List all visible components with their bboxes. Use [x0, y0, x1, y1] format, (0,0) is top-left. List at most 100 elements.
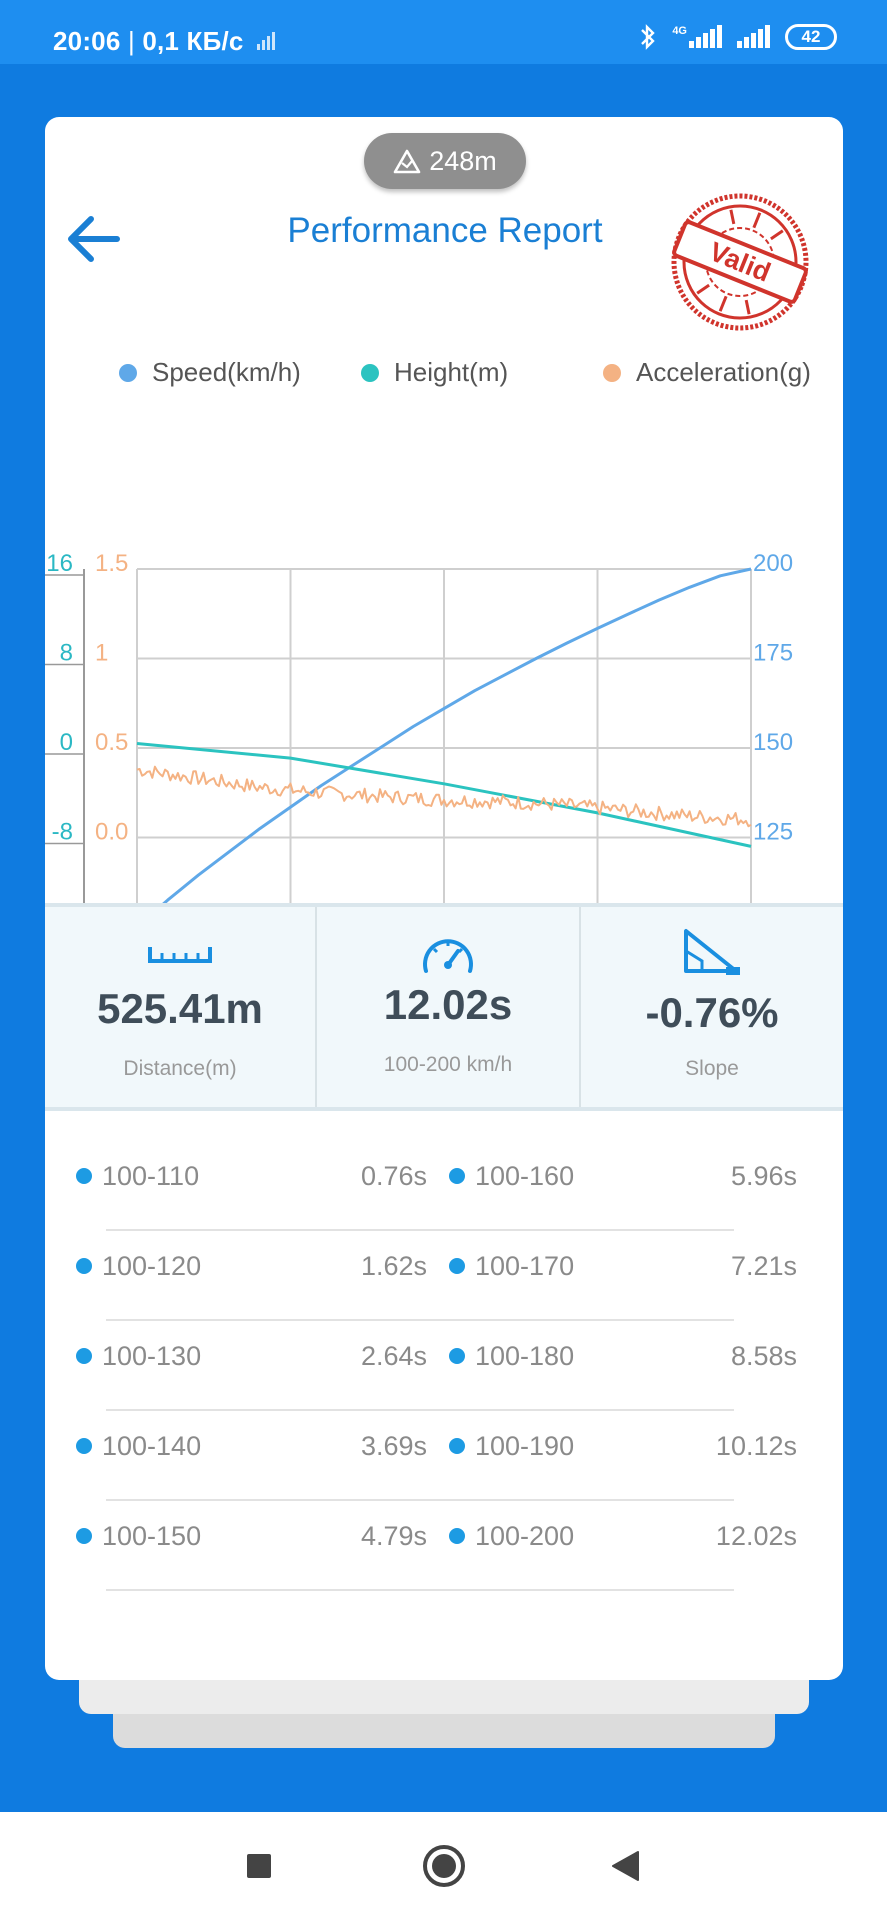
split-range-label: 100-190 [475, 1430, 575, 1461]
arrow-left-icon [68, 216, 120, 262]
altitude-badge: 248m [364, 133, 526, 189]
split-time: 0.76s [360, 1161, 427, 1191]
split-range-label: 100-140 [102, 1430, 202, 1461]
bullet-icon [449, 1258, 465, 1274]
legend-speed-swatch [119, 363, 137, 382]
split-range-label: 100-110 [102, 1160, 200, 1191]
card-stack-shadow-1 [79, 1680, 809, 1714]
bullet-icon [76, 1438, 92, 1454]
altitude-value: 248m [429, 145, 497, 176]
split-range: 100-180 [449, 1326, 574, 1386]
recents-button[interactable] [219, 1812, 299, 1920]
height-tick-label: -8 [52, 819, 73, 846]
valid-stamp: Valid [671, 193, 809, 331]
acceleration-tick-label: 1 [95, 640, 108, 667]
divider [106, 1499, 734, 1501]
divider [106, 1319, 734, 1321]
split-range: 100-120 [76, 1236, 201, 1296]
time-value: 12.02s [383, 981, 513, 1028]
split-time: 8.58s [730, 1341, 797, 1371]
split-range: 100-130 [76, 1326, 201, 1386]
divider [106, 1229, 734, 1231]
speed-tick-label: 175 [753, 640, 793, 667]
bullet-icon [76, 1168, 92, 1184]
split-range: 100-190 [449, 1416, 574, 1476]
split-time: 1.62s [360, 1251, 427, 1281]
performance-report-card: 248m Performance Report Valid Speed(km/h… [45, 117, 843, 1680]
slope-value: -0.76% [645, 989, 779, 1036]
signal-unknown-icon [256, 32, 275, 50]
status-bar: 20:06 | 0,1 КБ/с 4G 42 [0, 0, 887, 64]
speed-tick-label: 150 [753, 729, 793, 756]
split-row: 100-140 3.69s 100-190 10.12s [45, 1416, 843, 1506]
split-range: 100-160 [449, 1146, 574, 1206]
split-range: 100-170 [449, 1236, 574, 1296]
split-range-label: 100-120 [102, 1250, 202, 1281]
divider [106, 1589, 734, 1591]
home-button[interactable] [404, 1812, 484, 1920]
triangle-back-icon [612, 1851, 639, 1881]
speed-tick-label: 200 [753, 550, 793, 577]
split-range: 100-200 [449, 1506, 574, 1566]
bullet-icon [76, 1258, 92, 1274]
split-range-label: 100-180 [475, 1340, 575, 1371]
network-speed: 0,1 КБ/с [142, 26, 244, 56]
square-icon [247, 1854, 271, 1878]
split-range: 100-140 [76, 1416, 201, 1476]
bullet-icon [449, 1348, 465, 1364]
page-title: Performance Report [287, 211, 603, 250]
split-range-label: 100-160 [475, 1160, 575, 1191]
battery-level: 42 [801, 27, 821, 46]
split-time: 5.96s [730, 1161, 797, 1191]
stats-panel: 525.41m Distance(m) 12.02s 100-200 km/h … [45, 903, 843, 1111]
legend-speed: Speed(km/h) [119, 357, 301, 388]
split-row: 100-150 4.79s 100-200 12.02s [45, 1506, 843, 1596]
speed-tick-label: 125 [753, 819, 793, 846]
distance-label: Distance(m) [123, 1057, 237, 1080]
bullet-icon [76, 1348, 92, 1364]
split-range: 100-150 [76, 1506, 201, 1566]
network-type: 4G [672, 25, 687, 37]
split-range-label: 100-130 [102, 1340, 202, 1371]
status-time: 20:06 | 0,1 КБ/с [53, 26, 277, 57]
stat-time: 12.02s 100-200 km/h [317, 907, 579, 1107]
height-series-line [136, 742, 752, 848]
split-row: 100-130 2.64s 100-180 8.58s [45, 1326, 843, 1416]
legend-acceleration-swatch [603, 363, 621, 382]
legend-height-swatch [361, 363, 379, 382]
split-range: 100-110 [76, 1146, 199, 1206]
height-tick-label: 16 [46, 550, 73, 577]
speed-series-line [136, 567, 752, 929]
legend-height-label: Height(m) [394, 357, 509, 387]
split-range-label: 100-150 [102, 1520, 202, 1551]
bluetooth-icon [641, 24, 656, 50]
cellular-4g-icon: 4G [672, 25, 723, 49]
slope-icon [684, 929, 740, 975]
speedometer-icon [423, 939, 473, 973]
time-label: 100-200 km/h [383, 1053, 513, 1076]
split-times-list: 100-110 0.76s 100-160 5.96s 100-120 1.62… [45, 1146, 843, 1606]
acceleration-series-line [136, 765, 752, 828]
acceleration-tick-label: 0.5 [95, 729, 128, 756]
stat-divider [579, 907, 581, 1107]
bullet-icon [449, 1438, 465, 1454]
slope-label: Slope [685, 1057, 739, 1080]
back-button[interactable] [61, 207, 125, 271]
split-time: 12.02s [715, 1521, 797, 1551]
back-nav-button[interactable] [585, 1812, 665, 1920]
acceleration-tick-label: 1.5 [95, 550, 128, 577]
bullet-icon [449, 1168, 465, 1184]
clock: 20:06 [53, 26, 121, 56]
stat-slope: -0.76% Slope [581, 907, 843, 1107]
split-time: 2.64s [360, 1341, 427, 1371]
cellular-signal-icon [737, 25, 770, 48]
height-tick-label: 8 [60, 640, 73, 667]
legend-speed-label: Speed(km/h) [152, 357, 301, 387]
bullet-icon [76, 1528, 92, 1544]
stat-distance: 525.41m Distance(m) [45, 907, 315, 1107]
circle-home-icon [423, 1845, 465, 1887]
split-row: 100-110 0.76s 100-160 5.96s [45, 1146, 843, 1236]
battery-icon: 42 [785, 24, 837, 50]
legend-acceleration-label: Acceleration(g) [636, 357, 811, 387]
